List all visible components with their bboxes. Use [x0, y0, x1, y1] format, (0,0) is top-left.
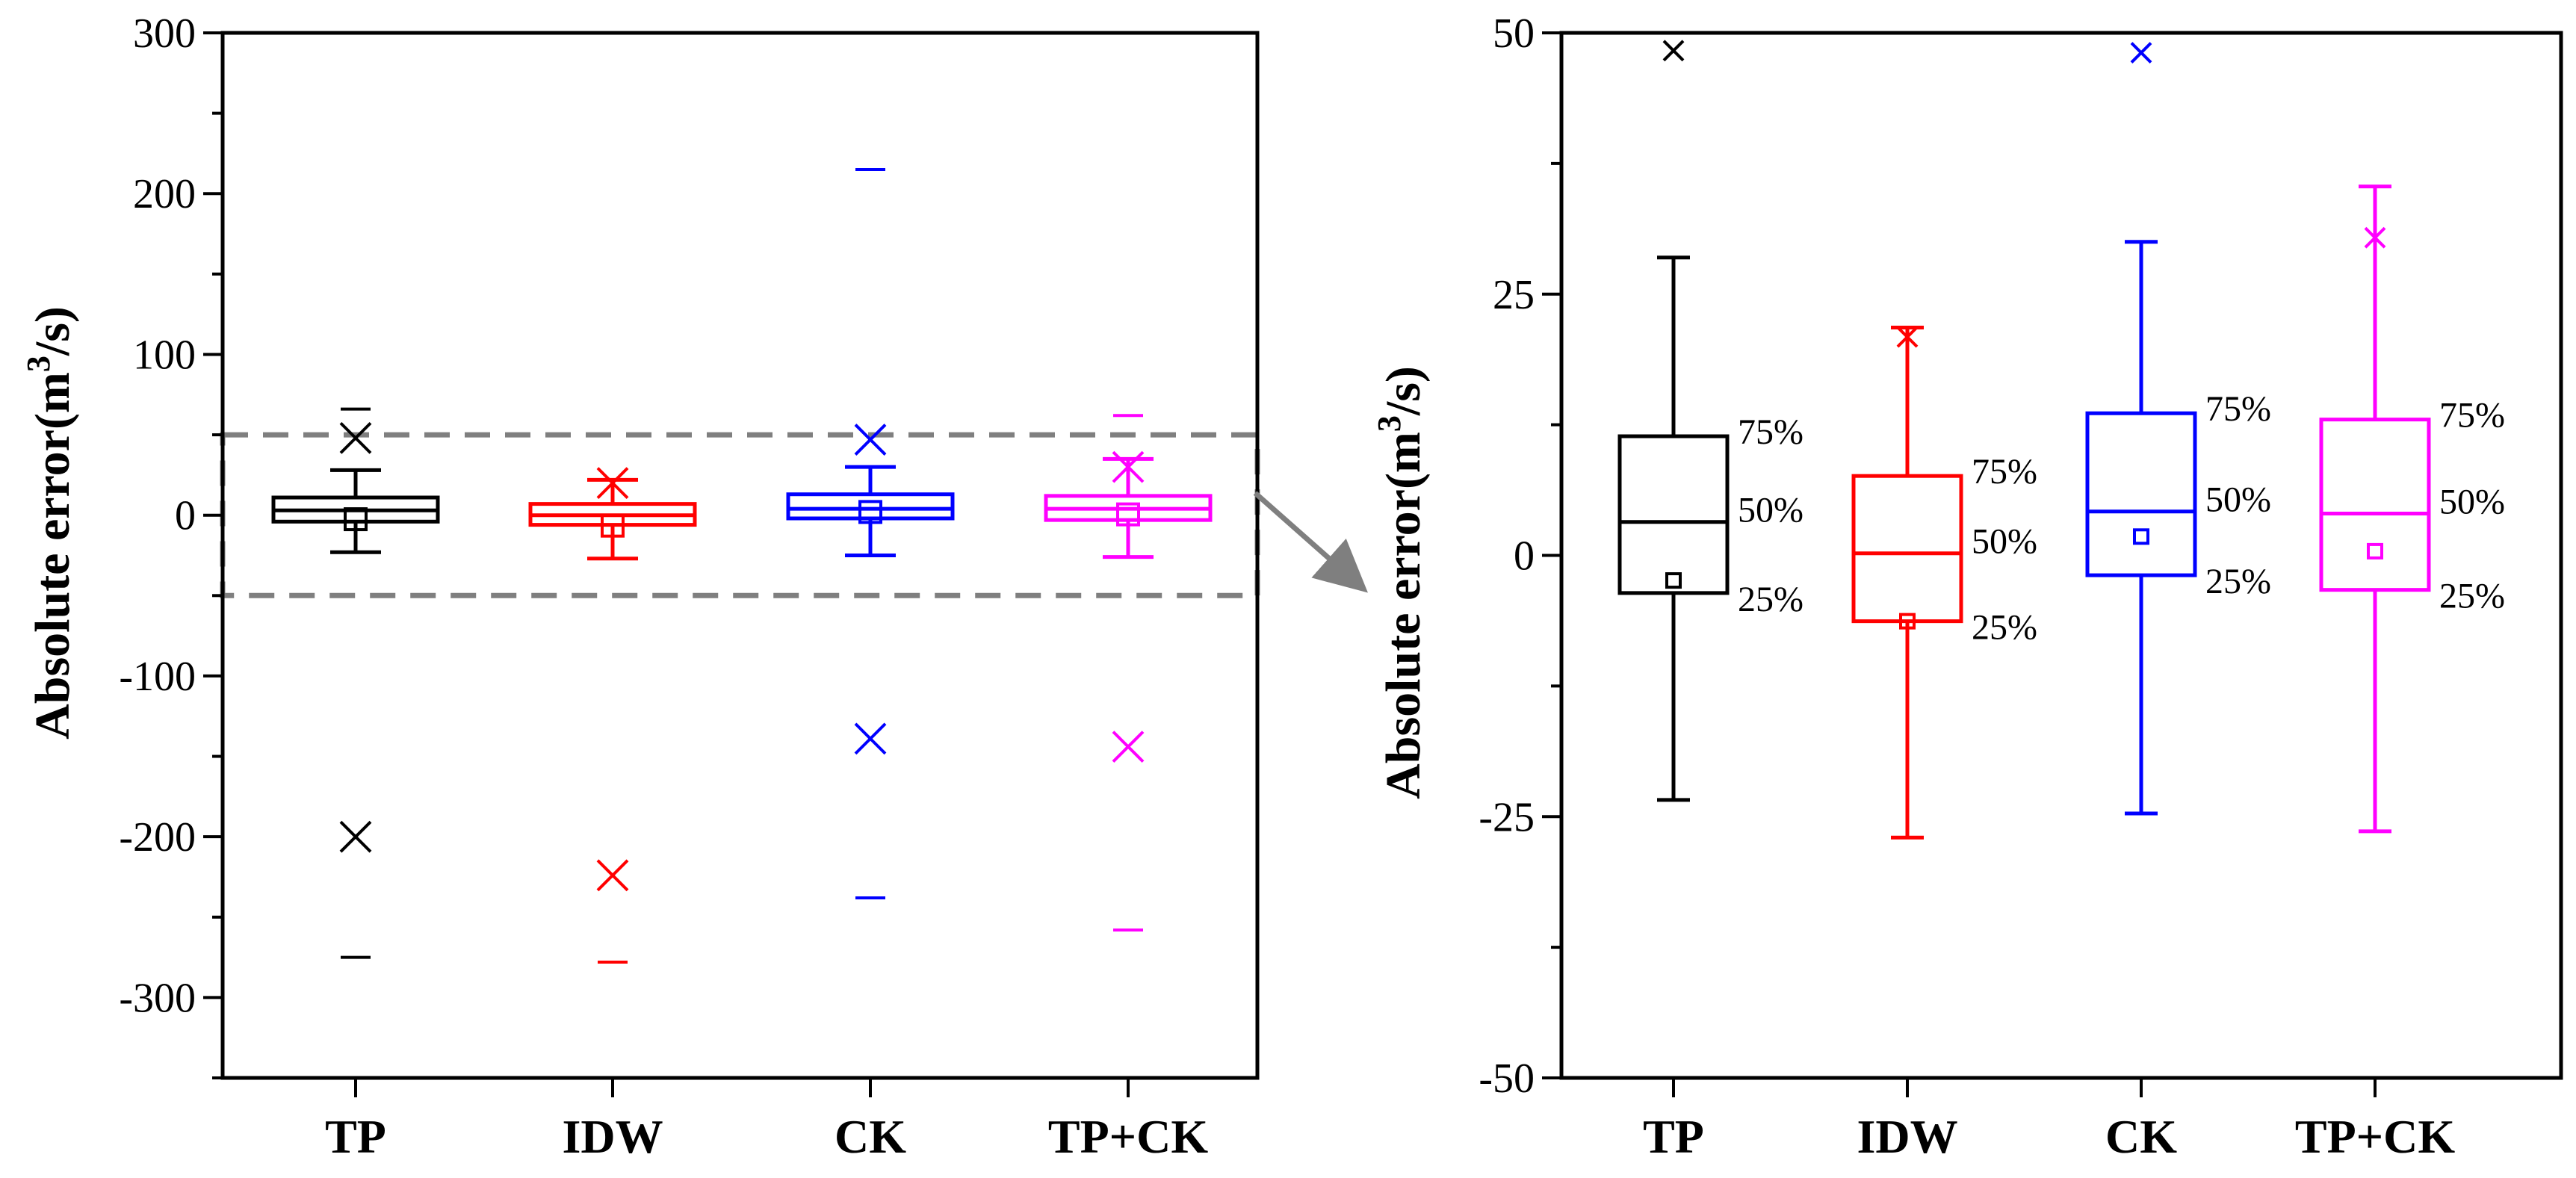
mean-marker: [1665, 572, 1682, 589]
percentile-label: 25%: [1738, 580, 1803, 619]
y-tick-label: 0: [175, 493, 196, 539]
box-iqr: [2085, 411, 2197, 577]
box-tp-ck: [1044, 414, 1213, 931]
box-iqr: [2319, 418, 2431, 592]
y-tick-label: 200: [133, 171, 196, 217]
box-iqr: [1851, 474, 1963, 624]
percentile-label: 50%: [1738, 491, 1803, 530]
box-iqr: [786, 492, 955, 521]
mean-marker: [344, 507, 368, 532]
percentile-1-marker: [339, 820, 372, 853]
y-tick-label: 100: [133, 332, 196, 378]
y-axis-title-main: Absolute error(m: [1376, 432, 1431, 799]
mean-marker: [858, 500, 882, 524]
plot-frame: [220, 31, 1260, 1080]
box-ck: [786, 167, 955, 899]
percentile-99-marker: [2130, 42, 2152, 63]
y-tick-label: 0: [1514, 533, 1535, 580]
y-axis-title-tail: /s): [25, 306, 80, 356]
left-panel: -300 -200 -100 0 100 200 300 Absolute error(m3/…: [20, 10, 1260, 1163]
percentile-label: 75%: [1738, 412, 1803, 452]
plot-frame: [1559, 31, 2563, 1080]
x-tick-label: IDW: [1857, 1110, 1957, 1163]
percentile-label: 75%: [2205, 389, 2271, 429]
percentile-99-marker: [1662, 40, 1685, 62]
percentile-label: 75%: [2439, 396, 2505, 435]
y-tick-label: 300: [133, 10, 196, 57]
right-panel: -50 -25 0 25 50 Absolute error(m3/s) TP IDW CK TP…: [1371, 10, 2563, 1163]
percentile-99-marker: [339, 421, 372, 454]
percentile-99-marker: [596, 467, 629, 500]
percentile-label: 50%: [2205, 480, 2271, 520]
box-iqr: [1617, 434, 1730, 595]
y-axis-title: Absolute error(m3/s): [20, 306, 80, 740]
percentile-label: 50%: [2439, 483, 2505, 522]
x-tick-label: CK: [2105, 1110, 2177, 1163]
mean-marker: [601, 513, 625, 538]
percentile-label: 75%: [1972, 452, 2037, 492]
y-tick-label: 50: [1493, 10, 1535, 57]
y-tick-label: -300: [119, 975, 196, 1021]
mean-marker: [1116, 502, 1140, 527]
box-idw: [528, 467, 697, 964]
box-tp-ck: 75% 50% 25%: [2319, 185, 2505, 834]
percentile-label: 25%: [2439, 577, 2505, 616]
zoom-arrow: [1253, 491, 1368, 593]
y-axis-title-main: Absolute error(m: [25, 372, 80, 740]
box-tp: 75% 50% 25%: [1617, 40, 1803, 802]
x-tick-label: CK: [835, 1110, 906, 1163]
y-tick-label: -50: [1479, 1055, 1535, 1102]
y-tick-label: -200: [119, 814, 196, 861]
x-tick-label: TP: [325, 1110, 386, 1163]
percentile-99-marker: [1896, 326, 1919, 348]
box-idw: 75% 50% 25%: [1851, 326, 2037, 840]
percentile-1-marker: [596, 859, 629, 892]
box-tp: [271, 407, 440, 959]
x-tick-label: IDW: [562, 1110, 663, 1163]
percentile-label: 25%: [2205, 562, 2271, 601]
y-axis-title-superscript: 3: [1371, 415, 1408, 432]
mean-marker: [2367, 542, 2383, 559]
percentile-99-marker: [2364, 226, 2386, 249]
percentile-1-marker: [854, 722, 887, 755]
y-tick-label: -25: [1479, 794, 1535, 840]
x-tick-label: TP+CK: [2295, 1110, 2455, 1163]
mean-marker: [2133, 528, 2149, 545]
percentile-label: 50%: [1972, 522, 2037, 562]
y-axis-title-superscript: 3: [20, 356, 57, 372]
zoom-region: [220, 432, 1260, 598]
mean-marker: [1899, 613, 1916, 630]
percentile-99-marker: [1112, 450, 1145, 483]
y-axis-title: Absolute error(m3/s): [1371, 366, 1431, 799]
percentile-99-marker: [854, 424, 887, 456]
y-tick-label: -100: [119, 654, 196, 700]
y-axis-title-tail: /s): [1376, 366, 1431, 416]
y-tick-label: 25: [1493, 272, 1535, 318]
percentile-label: 25%: [1972, 608, 2037, 648]
percentile-1-marker: [1112, 731, 1145, 763]
x-tick-label: TP+CK: [1048, 1110, 1208, 1163]
box-ck: 75% 50% 25%: [2085, 42, 2271, 816]
x-tick-label: TP: [1643, 1110, 1704, 1163]
